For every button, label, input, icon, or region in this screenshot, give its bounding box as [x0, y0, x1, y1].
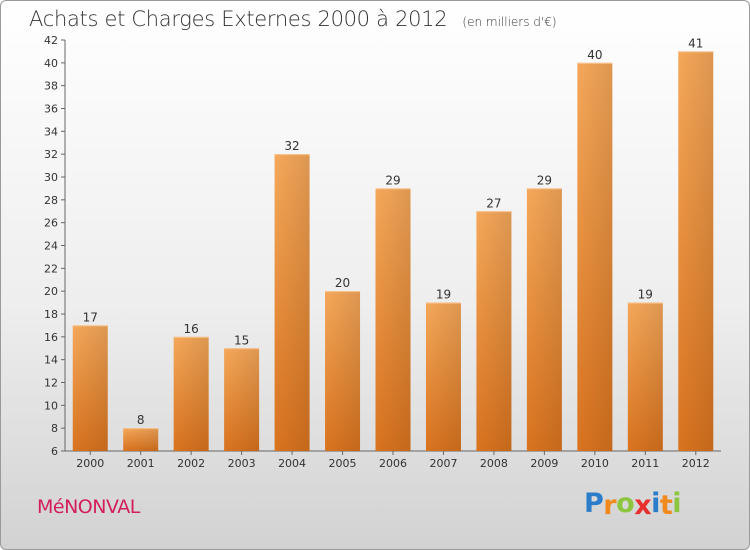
logo-letter: o: [616, 488, 635, 519]
data-label-2007: 19: [436, 288, 451, 302]
bar-shade-2009: [526, 188, 562, 451]
y-tick-label: 10: [44, 399, 58, 412]
y-tick-label: 12: [44, 377, 58, 390]
x-tick-label: 2009: [530, 457, 558, 470]
data-labels: 17 8 16 15 32 20 29 19 27 29 40 19 41: [83, 36, 704, 427]
y-tick-label: 42: [44, 34, 58, 47]
x-tick-label: 2006: [379, 457, 407, 470]
x-tick-label: 2003: [228, 457, 256, 470]
y-tick-label: 18: [44, 308, 58, 321]
bar-shade-2000: [72, 325, 108, 451]
x-tick-label: 2008: [480, 457, 508, 470]
logo-letter: t: [659, 490, 673, 521]
bar-shade-2007: [425, 302, 461, 451]
axes: 6 8 10 12 14 16 18 20 22 24 26 28 30 32 34 36 38 40 42 2000…: [44, 34, 721, 470]
bar-shade-2006: [375, 188, 411, 451]
bar-shade-2005: [325, 291, 361, 451]
y-tick-label: 8: [51, 422, 58, 435]
x-tick-label: 2005: [329, 457, 357, 470]
logo-letter: r: [603, 490, 617, 521]
y-tick-label: 28: [44, 194, 58, 207]
bar-shade-2011: [627, 302, 663, 451]
bar-shade-2012: [678, 51, 714, 452]
bars: [72, 51, 714, 452]
x-tick-label: 2011: [631, 457, 659, 470]
y-tick-label: 26: [44, 217, 58, 230]
x-tick-label: 2004: [278, 457, 306, 470]
x-tick-label: 2001: [127, 457, 155, 470]
logo-letter: i: [672, 488, 682, 519]
data-label-2005: 20: [335, 276, 350, 290]
bar-shade-2008: [476, 211, 512, 451]
y-tick-label: 6: [51, 445, 58, 458]
data-label-2004: 32: [284, 139, 299, 153]
data-label-2012: 41: [688, 36, 703, 50]
data-label-2009: 29: [537, 173, 552, 187]
y-tick-label: 30: [44, 171, 58, 184]
data-label-2000: 17: [83, 310, 98, 324]
bar-shade-2010: [577, 62, 613, 451]
bar-shade-2001: [123, 428, 159, 451]
data-label-2002: 16: [184, 322, 199, 336]
data-label-2003: 15: [234, 333, 249, 347]
data-label-2006: 29: [385, 173, 400, 187]
x-tick-label: 2000: [76, 457, 104, 470]
y-tick-label: 36: [44, 103, 58, 116]
chart-title: Achats et Charges Externes 2000 à 2012: [29, 7, 448, 31]
data-label-2011: 19: [638, 288, 653, 302]
logo-letter: i: [651, 488, 660, 519]
y-tick-label: 20: [44, 285, 58, 298]
y-tick-label: 16: [44, 331, 58, 344]
x-tick-label: 2010: [581, 457, 609, 470]
proxiti-logo: Proxiti: [584, 488, 682, 521]
x-tick-label: 2002: [177, 457, 205, 470]
bar-shade-2003: [224, 348, 260, 451]
y-tick-label: 34: [44, 125, 58, 138]
y-tick-label: 14: [44, 354, 58, 367]
commune-name: MéNONVAL: [37, 496, 140, 518]
y-tick-label: 38: [44, 80, 58, 93]
bar-shade-2004: [274, 154, 310, 451]
x-tick-label: 2012: [682, 457, 710, 470]
logo-letter: P: [584, 488, 604, 519]
y-tick-label: 40: [44, 57, 58, 70]
y-tick-label: 32: [44, 148, 58, 161]
chart-title-block: Achats et Charges Externes 2000 à 2012 (…: [29, 7, 557, 31]
logo-letter: x: [634, 490, 652, 521]
y-tick-label: 24: [44, 240, 58, 253]
x-tick-label: 2007: [429, 457, 457, 470]
data-label-2010: 40: [587, 48, 602, 62]
data-label-2001: 8: [137, 413, 145, 427]
unit-note: (en milliers d'€): [462, 15, 557, 29]
y-tick-label: 22: [44, 262, 58, 275]
data-label-2008: 27: [486, 196, 501, 210]
bar-shade-2002: [173, 336, 209, 451]
